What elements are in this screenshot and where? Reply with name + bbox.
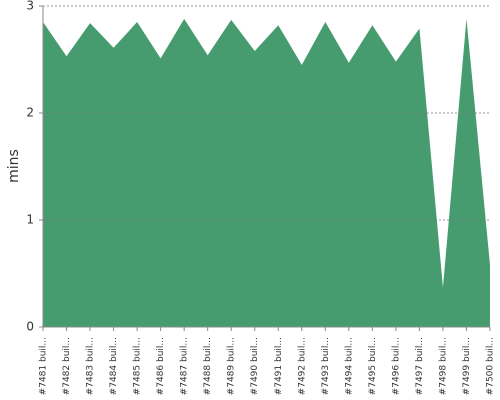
x-tick-label: #7493 buil...	[321, 337, 331, 395]
x-tick-label: #7495 buil...	[368, 337, 378, 395]
x-tick-label: #7483 buil...	[86, 337, 96, 395]
y-axis-label: mins	[6, 149, 22, 183]
x-tick-label: #7491 buil...	[274, 337, 284, 395]
x-tick-label: #7485 buil...	[133, 337, 143, 395]
x-tick-label: #7500 buil...	[486, 337, 496, 395]
y-tick-label: 1	[26, 213, 34, 227]
x-tick-label: #7494 buil...	[344, 337, 354, 395]
x-tick-label: #7484 buil...	[109, 337, 119, 395]
x-tick-label: #7492 buil...	[297, 337, 307, 395]
y-tick-label: 2	[26, 106, 34, 120]
x-tick-label: #7496 buil...	[391, 337, 401, 395]
x-tick-label: #7486 buil...	[156, 337, 166, 395]
y-tick-label: 0	[26, 320, 34, 334]
x-tick-label: #7497 buil...	[415, 337, 425, 395]
x-tick-label: #7498 buil...	[438, 337, 448, 395]
area	[43, 18, 490, 328]
x-tick-label: #7481 buil...	[39, 337, 49, 395]
x-tick-label: #7488 buil...	[203, 337, 213, 395]
x-tick-label: #7482 buil...	[62, 337, 72, 395]
x-tick-label: #7490 buil...	[250, 337, 260, 395]
y-tick-label: 3	[26, 0, 34, 13]
x-tick-label: #7487 buil...	[180, 337, 190, 395]
x-tick-label: #7499 buil...	[462, 337, 472, 395]
x-tick-label: #7489 buil...	[227, 337, 237, 395]
